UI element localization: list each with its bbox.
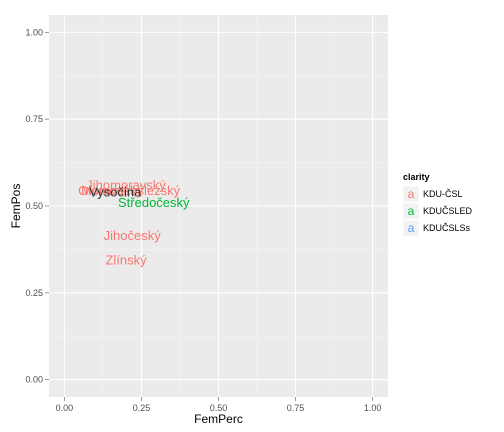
legend-key	[402, 202, 420, 220]
legend-key-glyph: a	[408, 221, 415, 235]
y-tick-label: 1.00	[25, 27, 43, 37]
x-tick-label: 0.75	[287, 403, 305, 413]
legend-label: KDUČSLSs	[423, 223, 471, 233]
legend-entry: a KDU-ČSL	[402, 185, 463, 203]
point-label: Jihočeský	[104, 228, 162, 243]
point-label: Jihomoravský	[86, 178, 166, 193]
legend-key	[402, 185, 420, 203]
x-tick-label: 0.25	[133, 403, 151, 413]
y-tick-label: 0.50	[25, 201, 43, 211]
legend-entry: a KDUČSLED	[402, 202, 473, 220]
legend: clarity a KDU-ČSL a KDUČSLED a KDUČSLSs	[402, 172, 473, 237]
legend-entry: a KDUČSLSs	[402, 219, 471, 237]
point-label: Středočeský	[118, 195, 190, 210]
point-label: Zlínský	[105, 252, 147, 267]
y-tick-label: 0.00	[25, 375, 43, 385]
y-tick-label: 0.25	[25, 288, 43, 298]
y-tick-label: 0.75	[25, 114, 43, 124]
legend-label: KDU-ČSL	[423, 189, 463, 199]
x-axis-title: FemPerc	[194, 412, 243, 426]
legend-key-glyph: a	[408, 204, 415, 218]
point-label: Moravskoslezský	[81, 183, 180, 198]
x-tick-label: 0.00	[56, 403, 74, 413]
legend-title: clarity	[403, 172, 430, 182]
legend-key	[402, 219, 420, 237]
x-tick-label: 1.00	[364, 403, 382, 413]
y-axis-ticks: 0.00 0.25 0.50 0.75 1.00	[25, 27, 49, 385]
y-axis-title: FemPos	[9, 184, 23, 229]
point-labels: JihomoravskýMoravskoslezskýOlomouckýVyso…	[78, 178, 190, 268]
x-tick-label: 0.50	[210, 403, 228, 413]
point-label: Vysočina	[89, 185, 142, 200]
point-label: Olomoucký	[78, 183, 144, 198]
legend-label: KDUČSLED	[423, 206, 473, 216]
x-axis-ticks: 0.00 0.25 0.50 0.75 1.00	[56, 397, 382, 413]
legend-key-glyph: a	[408, 187, 415, 201]
major-gridlines	[49, 15, 388, 397]
legend-keys: a KDU-ČSL a KDUČSLED a KDUČSLSs	[402, 185, 473, 237]
